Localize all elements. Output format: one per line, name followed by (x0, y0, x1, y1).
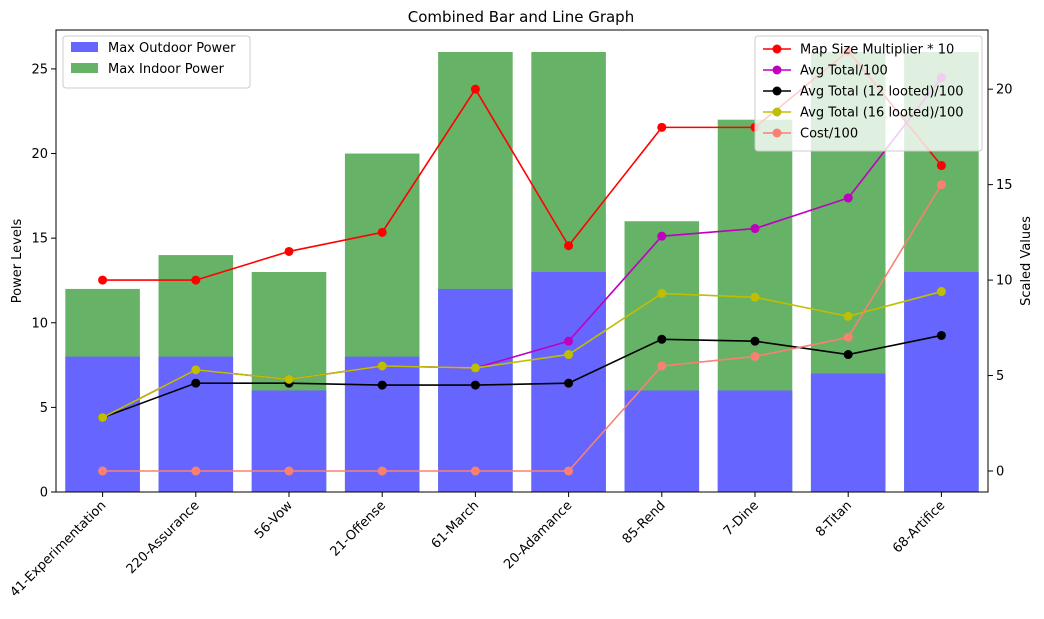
point-series-0-1 (191, 275, 201, 285)
x-tick-label-2: 56-Vow (252, 498, 296, 542)
y-right-tick-label-1: 5 (996, 369, 1004, 384)
y-left-tick-label-3: 15 (31, 232, 48, 247)
x-tick-label-1: 220-Assurance (124, 498, 203, 577)
bar-outdoor-4 (438, 288, 513, 492)
point-series-3-3 (377, 361, 387, 371)
line-series-3 (102, 290, 942, 419)
y-right-tick-label-4: 20 (996, 83, 1013, 98)
point-series-4-5 (564, 466, 574, 476)
legend-left-label-0: Max Outdoor Power (108, 41, 236, 56)
point-series-2-9 (936, 330, 946, 340)
y-left-tick-label-2: 10 (31, 316, 48, 331)
point-series-0-6 (657, 122, 667, 132)
point-series-3-5 (564, 350, 574, 360)
legend-right-label-1: Avg Total/100 (800, 64, 888, 79)
y-right-label: Scaled Values (1019, 216, 1034, 306)
legend-right-box (754, 35, 983, 152)
point-series-4-4 (470, 466, 480, 476)
x-tick-label-6: 85-Rend (620, 498, 669, 547)
y-left-label: Power Levels (10, 219, 25, 304)
point-series-3-1 (191, 365, 201, 375)
y-right-tick-label-0: 0 (996, 465, 1004, 480)
x-tick-label-9: 68-Artifice (890, 498, 948, 556)
legend-right-label-3: Avg Total (16 looted)/100 (800, 106, 964, 121)
x-tick-label-0: 41-Experimentation (7, 498, 109, 600)
point-series-1-5 (564, 336, 574, 346)
point-series-2-4 (470, 380, 480, 390)
point-series-4-6 (657, 361, 667, 371)
point-series-0-2 (284, 246, 294, 256)
point-series-3-9 (936, 287, 946, 297)
point-series-4-7 (750, 351, 760, 361)
legend-left-swatch-0 (71, 42, 98, 52)
point-series-2-6 (657, 334, 667, 344)
point-series-2-3 (377, 380, 387, 390)
legend-right-marker-3 (772, 107, 782, 117)
point-series-4-1 (191, 466, 201, 476)
point-series-2-7 (750, 336, 760, 346)
left-axis: 0 5 10 15 20 25 (31, 62, 56, 501)
bar-outdoor-6 (624, 390, 700, 492)
point-series-2-5 (564, 378, 574, 388)
point-series-4-8 (843, 332, 853, 342)
point-series-4-3 (377, 466, 387, 476)
x-tick-label-8: 8-Titan (813, 498, 855, 540)
y-right-tick-label-3: 15 (996, 178, 1013, 193)
legend-left-swatch-1 (71, 63, 98, 73)
x-tick-label-3: 21-Offense (328, 498, 389, 559)
legend-right-marker-4 (772, 128, 782, 138)
point-series-2-8 (843, 350, 853, 360)
point-series-0-9 (936, 161, 946, 171)
point-series-3-8 (843, 311, 853, 321)
point-series-0-0 (98, 275, 108, 285)
bar-outdoor-9 (904, 272, 979, 492)
legend-left-label-1: Max Indoor Power (108, 62, 225, 77)
legend-right-label-2: Avg Total (12 looted)/100 (800, 85, 964, 100)
line-series-2 (102, 334, 942, 419)
y-right-tick-label-2: 10 (996, 274, 1013, 289)
x-tick-label-7: 7-Dine (721, 498, 762, 539)
x-tick-label-5: 20-Adamance (501, 498, 575, 572)
point-series-1-7 (750, 224, 760, 234)
x-axis: 41-Experimentation 220-Assurance 56-Vow 21-… (7, 492, 948, 600)
legend-right-marker-0 (772, 44, 782, 54)
bar-outdoor-7 (717, 390, 793, 492)
point-series-4-2 (284, 466, 294, 476)
point-series-4-0 (98, 466, 108, 476)
legend-right-marker-2 (772, 86, 782, 96)
y-left-tick-label-1: 5 (40, 401, 48, 416)
point-series-0-5 (564, 241, 574, 251)
right-axis: 0 5 10 15 20 (988, 83, 1013, 480)
bars-layer (65, 52, 979, 493)
lines-layer (98, 46, 946, 476)
point-series-3-7 (750, 292, 760, 302)
bar-outdoor-2 (251, 390, 327, 492)
legend-right: Map Size Multiplier * 10 Avg Total/100 Avg… (754, 35, 983, 152)
bar-outdoor-8 (810, 373, 886, 492)
point-series-0-4 (470, 84, 480, 94)
legend-right-marker-1 (772, 65, 782, 75)
legend-right-label-0: Map Size Multiplier * 10 (800, 43, 954, 58)
point-series-0-3 (377, 227, 387, 237)
legend-left-box (62, 35, 251, 89)
point-series-2-1 (191, 378, 201, 388)
point-series-1-8 (843, 193, 853, 203)
point-series-3-0 (98, 413, 108, 423)
legend-left: Max Outdoor Power Max Indoor Power (62, 35, 251, 89)
chart-title: Combined Bar and Line Graph (408, 8, 634, 26)
y-left-tick-label-4: 20 (31, 147, 48, 162)
y-left-tick-label-5: 25 (31, 62, 48, 77)
y-left-tick-label-0: 0 (40, 486, 48, 501)
point-series-3-6 (657, 288, 667, 298)
point-series-4-9 (936, 180, 946, 190)
point-series-3-2 (284, 374, 294, 384)
legend-right-label-4: Cost/100 (800, 127, 858, 142)
line-series-4 (102, 184, 943, 472)
plot-frame (55, 29, 989, 493)
x-tick-label-4: 61-March (429, 498, 483, 552)
point-series-1-6 (657, 231, 667, 241)
point-series-3-4 (470, 363, 480, 373)
